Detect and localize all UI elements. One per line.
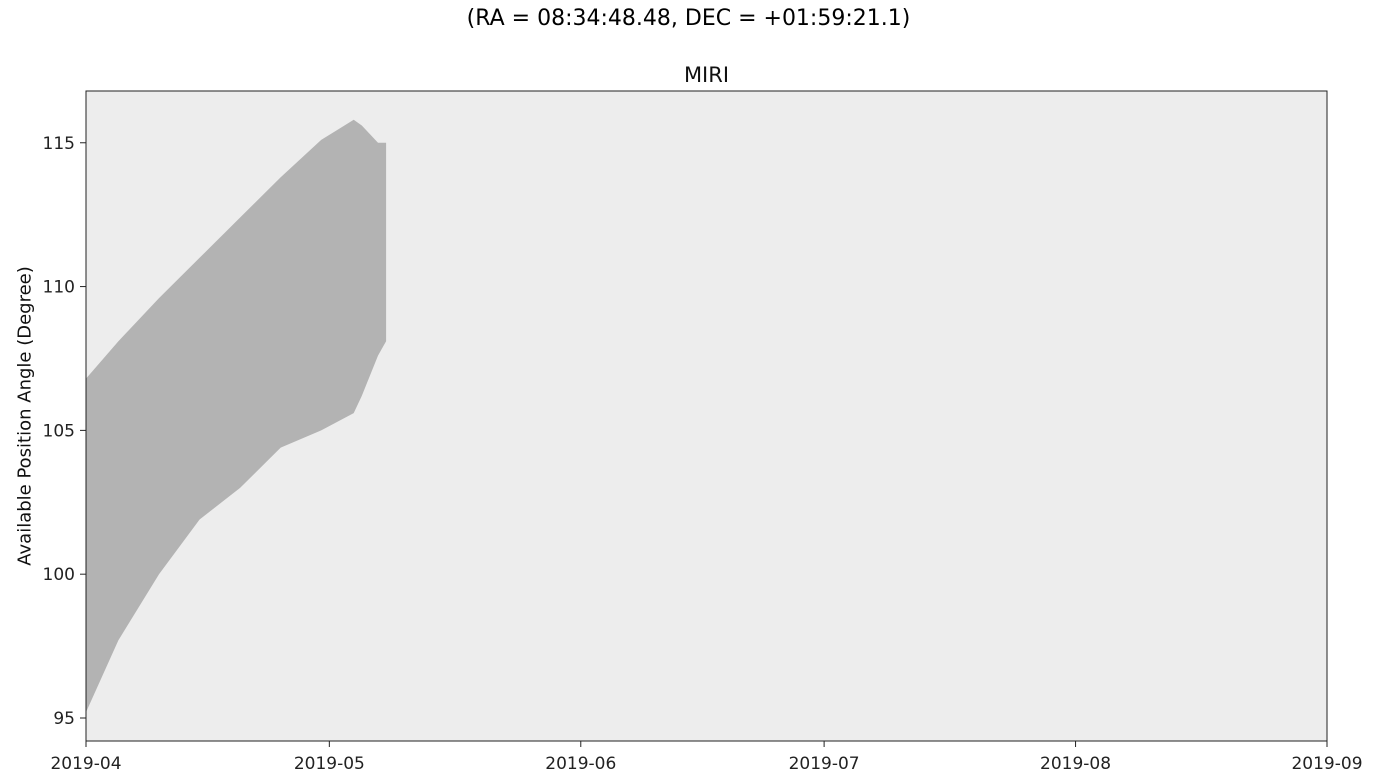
available-angle-region-0: [86, 119, 387, 713]
x-tick-label: 2019-06: [545, 754, 616, 774]
y-tick-label: 100: [43, 565, 75, 585]
x-tick-label: 2019-04: [50, 754, 121, 774]
x-axis: 2019-04 2019-05 2019-06 2019-07 2019-08 2019-…: [50, 741, 1363, 774]
x-tick-label: 2019-09: [1291, 754, 1362, 774]
x-tick-label: 2019-05: [294, 754, 365, 774]
x-tick-label: 2019-08: [1040, 754, 1111, 774]
plot-frame: [85, 90, 1328, 742]
chart-title: MIRI: [684, 63, 729, 87]
fill-layer: [86, 119, 387, 713]
y-tick-label: 115: [43, 134, 75, 154]
y-tick-label: 95: [53, 709, 75, 729]
figure-suptitle: (RA = 08:34:48.48, DEC = +01:59:21.1): [466, 6, 911, 31]
y-axis: 95 100 105 110 115: [43, 134, 86, 729]
y-axis-label: Available Position Angle (Degree): [14, 266, 35, 566]
y-tick-label: 105: [43, 421, 75, 441]
y-tick-label: 110: [43, 278, 75, 298]
x-tick-label: 2019-07: [789, 754, 860, 774]
